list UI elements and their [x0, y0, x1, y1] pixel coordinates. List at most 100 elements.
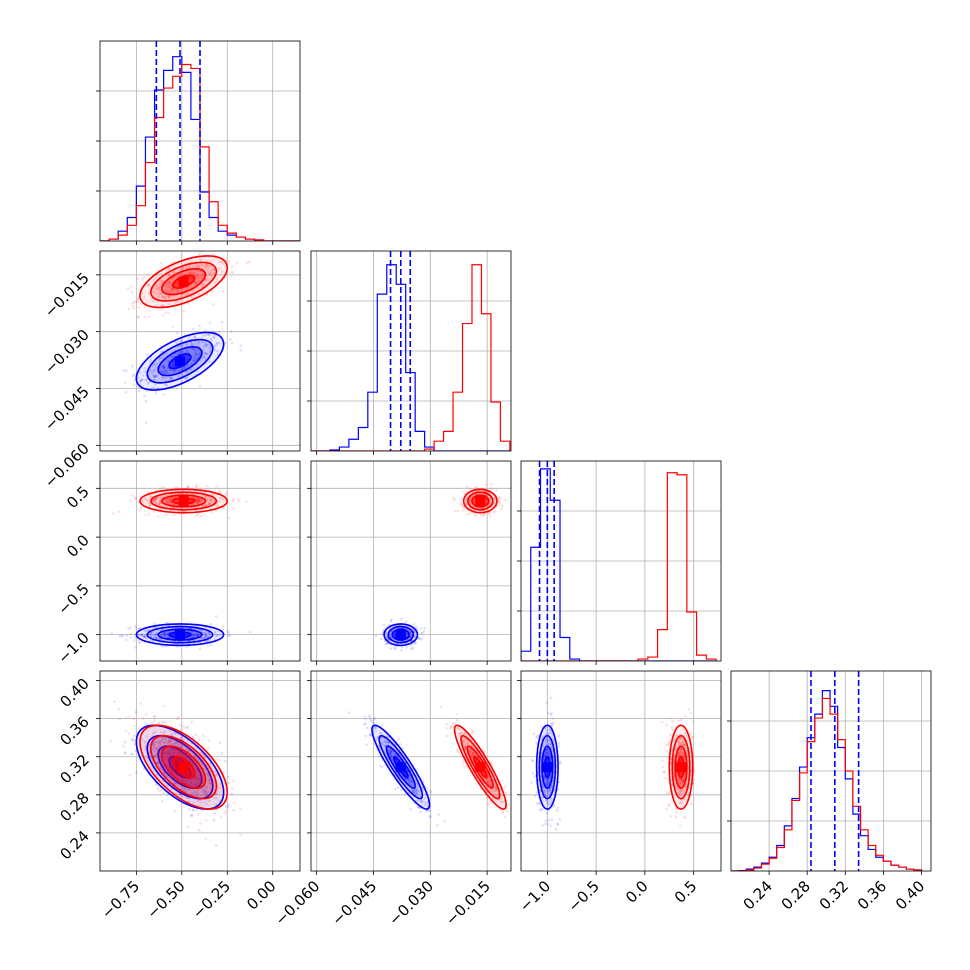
- contour-blue: [378, 734, 424, 800]
- scatter-point: [414, 642, 417, 645]
- scatter-point: [160, 800, 164, 803]
- scatter-point: [248, 245, 251, 248]
- scatter-point: [176, 781, 180, 785]
- scatter-point: [198, 647, 202, 651]
- scatter-point: [167, 750, 171, 754]
- scatter-point: [201, 494, 204, 498]
- scatter-point: [429, 791, 433, 794]
- scatter-point: [162, 771, 166, 775]
- scatter-point: [540, 808, 543, 812]
- scatter-point: [176, 753, 180, 756]
- scatter-point: [168, 281, 171, 284]
- scatter-point: [204, 634, 207, 637]
- scatter-point: [390, 753, 393, 756]
- scatter-point: [156, 496, 159, 499]
- scatter-point: [137, 756, 141, 760]
- scatter-point: [182, 787, 186, 791]
- scatter-point: [423, 797, 427, 800]
- subplot-frame: [99, 250, 301, 452]
- scatter-point: [196, 812, 200, 816]
- scatter-point: [201, 264, 205, 268]
- scatter-point: [393, 632, 397, 636]
- scatter-point: [458, 732, 462, 735]
- scatter-point: [160, 736, 164, 739]
- scatter-point: [134, 749, 137, 753]
- scatter-point: [122, 744, 125, 748]
- scatter-point: [496, 793, 500, 797]
- scatter-point: [209, 498, 213, 502]
- scatter-point: [172, 750, 176, 753]
- scatter-point: [134, 710, 138, 714]
- scatter-point: [137, 376, 140, 380]
- scatter-point: [221, 625, 225, 628]
- scatter-point: [212, 303, 215, 306]
- scatter-point: [170, 768, 173, 771]
- scatter-point: [198, 760, 202, 764]
- scatter-point: [159, 730, 163, 734]
- scatter-point: [409, 808, 412, 811]
- scatter-point: [197, 500, 200, 503]
- scatter-point: [418, 790, 422, 793]
- scatter-point: [168, 296, 171, 300]
- scatter-point: [555, 809, 559, 812]
- scatter-point: [389, 749, 393, 752]
- scatter-point: [232, 507, 235, 510]
- scatter-point: [155, 292, 158, 295]
- subplot-3-0: 0.240.280.320.360.40−0.75 −0.50 −0.25 0.00: [56, 670, 301, 922]
- scatter-point: [546, 739, 549, 742]
- scatter-point: [224, 341, 227, 345]
- scatter-point: [157, 502, 161, 505]
- scatter-point: [198, 351, 202, 355]
- scatter-point: [195, 278, 198, 281]
- scatter-point: [176, 776, 179, 779]
- scatter-point: [460, 497, 464, 501]
- scatter-point: [167, 360, 170, 363]
- scatter-point: [227, 516, 231, 520]
- scatter-point: [364, 722, 367, 725]
- scatter-point: [197, 497, 200, 501]
- scatter-point: [493, 793, 496, 797]
- scatter-point: [182, 366, 186, 369]
- scatter-point: [210, 781, 214, 784]
- scatter-point: [175, 341, 179, 345]
- scatter-point: [190, 741, 193, 745]
- scatter-point: [545, 782, 548, 786]
- scatter-point: [201, 761, 205, 765]
- scatter-point: [130, 737, 134, 741]
- scatter-point: [204, 793, 208, 797]
- scatter-point: [393, 753, 396, 757]
- scatter-point: [545, 794, 549, 798]
- scatter-point: [195, 269, 199, 273]
- scatter-point: [389, 751, 393, 754]
- scatter-point: [171, 325, 174, 329]
- scatter-point: [207, 502, 211, 506]
- scatter-point: [182, 309, 186, 313]
- scatter-point: [541, 824, 544, 827]
- scatter-point: [145, 637, 149, 640]
- scatter-point: [165, 376, 168, 380]
- scatter-point: [464, 501, 468, 504]
- scatter-point: [205, 792, 209, 795]
- x-tick-label: −0.50: [143, 877, 188, 922]
- scatter-point: [194, 356, 197, 360]
- scatter-point: [533, 775, 536, 778]
- scatter-point: [550, 800, 553, 803]
- scatter-point: [409, 779, 412, 782]
- scatter-point: [471, 730, 475, 733]
- scatter-point: [197, 769, 201, 773]
- scatter-point: [132, 739, 136, 743]
- scatter-point: [194, 485, 198, 489]
- scatter-point: [196, 756, 199, 759]
- scatter-point: [196, 501, 199, 505]
- scatter-point: [165, 282, 169, 286]
- scatter-point: [170, 769, 174, 773]
- scatter-point: [143, 635, 146, 638]
- scatter-point: [543, 788, 547, 791]
- scatter-point: [535, 791, 539, 794]
- scatter-point: [148, 505, 152, 508]
- scatter-point: [207, 333, 211, 337]
- scatter-point: [171, 496, 174, 499]
- scatter-point: [168, 766, 172, 770]
- scatter-point: [162, 365, 166, 369]
- scatter-point: [161, 777, 165, 781]
